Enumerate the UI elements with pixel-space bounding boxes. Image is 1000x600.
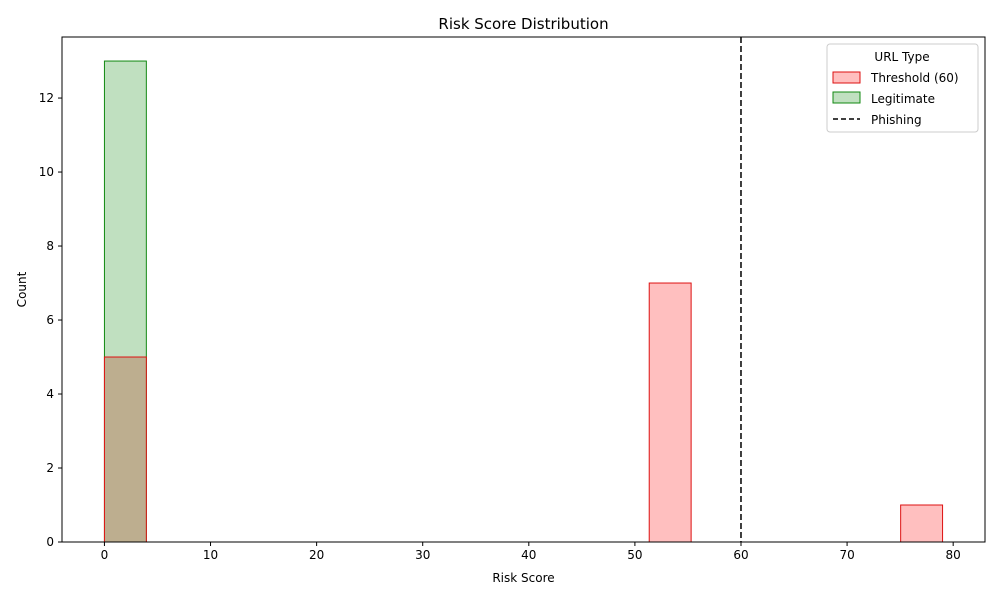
histogram-overlap-0 <box>104 357 147 542</box>
x-tick-label: 40 <box>521 548 536 562</box>
y-tick-label: 0 <box>46 535 54 549</box>
y-axis-label: Count <box>15 271 29 307</box>
chart-title: Risk Score Distribution <box>438 15 608 33</box>
y-ticks: 0 2 4 6 8 10 12 <box>39 91 62 549</box>
bars-layer <box>103 60 944 543</box>
legend-swatch-threshold <box>832 71 861 84</box>
legend: URL Type Threshold (60) Legitimate Phish… <box>826 43 979 133</box>
legend-box <box>826 43 979 133</box>
legend-swatch-legitimate <box>832 91 861 104</box>
axes-frame <box>61 36 986 543</box>
legend-label-legitimate: Legitimate <box>871 92 935 106</box>
x-axis-label: Risk Score <box>492 571 554 585</box>
x-tick-label: 70 <box>839 548 854 562</box>
histogram-bar-threshold-13 <box>648 282 692 543</box>
x-tick-label: 80 <box>946 548 961 562</box>
x-ticks: 0 10 20 30 40 50 60 70 80 <box>101 542 961 562</box>
y-tick-label: 4 <box>46 387 54 401</box>
legend-title: URL Type <box>874 50 929 64</box>
histogram-bar-threshold-19 <box>900 504 944 543</box>
x-tick-label: 0 <box>101 548 109 562</box>
legend-label-threshold: Threshold (60) <box>870 71 959 85</box>
legend-label-phishing: Phishing <box>871 113 922 127</box>
x-tick-label: 50 <box>627 548 642 562</box>
y-tick-label: 12 <box>39 91 54 105</box>
x-tick-label: 60 <box>733 548 748 562</box>
y-tick-label: 2 <box>46 461 54 475</box>
y-tick-label: 6 <box>46 313 54 327</box>
y-tick-label: 10 <box>39 165 54 179</box>
x-tick-label: 20 <box>309 548 324 562</box>
x-tick-label: 30 <box>415 548 430 562</box>
y-tick-label: 8 <box>46 239 54 253</box>
x-tick-label: 10 <box>203 548 218 562</box>
